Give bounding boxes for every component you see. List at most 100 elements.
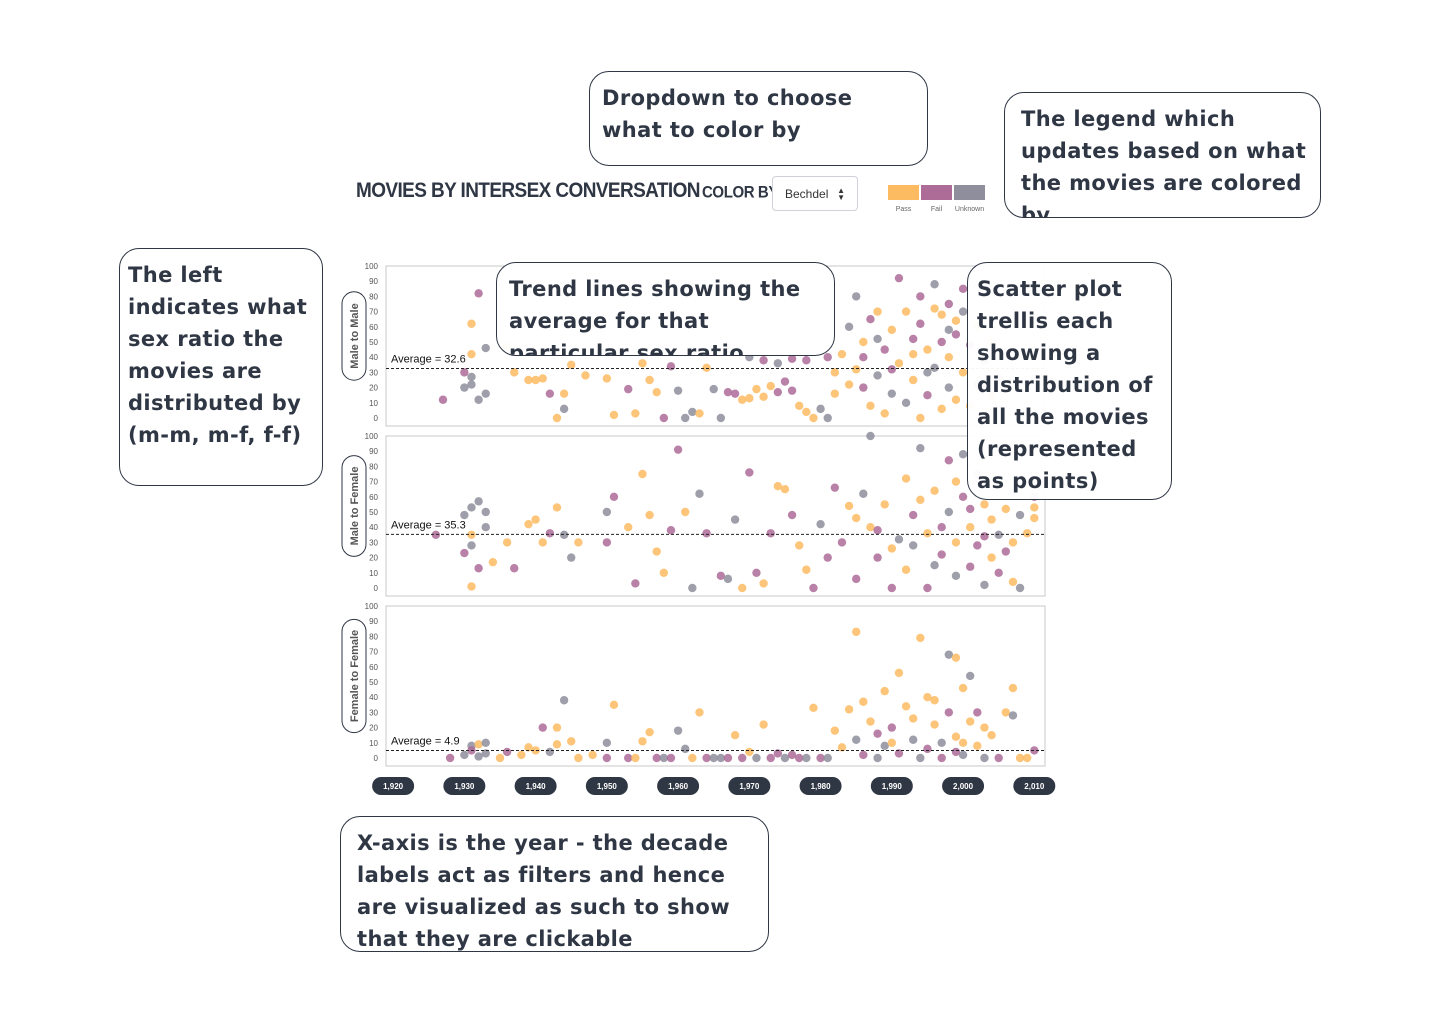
data-point-pass[interactable]: [930, 304, 939, 313]
decade-filter-button[interactable]: [728, 777, 771, 795]
decade-filter-label[interactable]: 1,930: [454, 782, 475, 791]
data-point-unknown[interactable]: [474, 497, 483, 506]
decade-filter-label[interactable]: 1,960: [668, 782, 689, 791]
data-point-pass[interactable]: [923, 529, 932, 538]
data-point-unknown[interactable]: [681, 413, 690, 423]
legend-item-fail[interactable]: Fail: [921, 185, 952, 213]
data-point-unknown[interactable]: [730, 515, 740, 524]
data-point-fail[interactable]: [1030, 746, 1039, 755]
data-point-unknown[interactable]: [780, 753, 790, 763]
data-point-pass[interactable]: [965, 717, 975, 726]
decade-filter-label[interactable]: 2,000: [953, 782, 974, 791]
data-point-fail[interactable]: [866, 315, 875, 324]
data-point-pass[interactable]: [609, 700, 619, 709]
decade-filter-button[interactable]: [372, 777, 415, 795]
data-point-pass[interactable]: [916, 495, 925, 505]
data-point-unknown[interactable]: [709, 753, 718, 763]
data-point-unknown[interactable]: [930, 363, 939, 373]
data-point-unknown[interactable]: [916, 443, 925, 453]
data-point-fail[interactable]: [937, 337, 946, 347]
data-point-fail[interactable]: [909, 510, 918, 520]
data-point-pass[interactable]: [488, 557, 498, 567]
data-point-pass[interactable]: [951, 477, 961, 486]
data-point-fail[interactable]: [659, 413, 669, 423]
data-point-unknown[interactable]: [944, 383, 954, 392]
data-point-pass[interactable]: [631, 753, 640, 763]
legend-item-unknown[interactable]: Unknown: [954, 185, 985, 213]
data-point-unknown[interactable]: [844, 322, 854, 331]
data-point-fail[interactable]: [809, 583, 818, 593]
data-point-unknown[interactable]: [481, 738, 490, 747]
data-point-fail[interactable]: [631, 579, 640, 588]
data-point-unknown[interactable]: [816, 404, 825, 414]
data-point-fail[interactable]: [666, 753, 676, 763]
data-point-pass[interactable]: [894, 668, 904, 678]
data-point-fail[interactable]: [752, 568, 761, 577]
data-point-fail[interactable]: [859, 383, 868, 392]
data-point-fail[interactable]: [460, 548, 469, 558]
data-point-pass[interactable]: [538, 538, 547, 547]
data-point-pass[interactable]: [859, 337, 868, 347]
data-point-fail[interactable]: [923, 583, 932, 593]
data-point-unknown[interactable]: [880, 741, 889, 751]
data-point-unknown[interactable]: [802, 753, 811, 763]
data-point-fail[interactable]: [702, 529, 711, 538]
data-point-pass[interactable]: [859, 697, 868, 706]
data-point-pass[interactable]: [973, 741, 982, 751]
data-point-pass[interactable]: [916, 413, 925, 423]
data-point-pass[interactable]: [1008, 538, 1018, 547]
data-point-pass[interactable]: [659, 568, 669, 577]
data-point-fail[interactable]: [474, 564, 483, 573]
data-point-fail[interactable]: [474, 289, 483, 298]
data-point-fail[interactable]: [716, 571, 726, 581]
data-point-pass[interactable]: [951, 653, 961, 662]
data-point-unknown[interactable]: [873, 334, 882, 344]
data-point-fail[interactable]: [738, 753, 747, 763]
data-point-unknown[interactable]: [481, 749, 490, 758]
data-point-pass[interactable]: [759, 720, 768, 729]
data-point-fail[interactable]: [795, 753, 804, 763]
data-point-unknown[interactable]: [467, 380, 476, 389]
data-point-unknown[interactable]: [545, 747, 555, 757]
data-point-pass[interactable]: [987, 553, 996, 562]
data-point-fail[interactable]: [937, 753, 946, 763]
data-point-fail[interactable]: [973, 541, 982, 550]
data-point-pass[interactable]: [552, 723, 562, 732]
data-point-pass[interactable]: [531, 746, 540, 755]
data-point-pass[interactable]: [951, 732, 961, 741]
data-point-fail[interactable]: [873, 729, 882, 738]
data-point-fail[interactable]: [965, 562, 975, 571]
data-point-fail[interactable]: [951, 330, 961, 339]
data-point-pass[interactable]: [602, 374, 612, 383]
data-point-fail[interactable]: [773, 387, 783, 397]
data-point-fail[interactable]: [445, 753, 455, 763]
data-point-fail[interactable]: [510, 564, 519, 573]
data-point-fail[interactable]: [859, 750, 868, 760]
data-point-unknown[interactable]: [951, 571, 961, 581]
data-point-pass[interactable]: [780, 485, 790, 494]
data-point-unknown[interactable]: [816, 519, 825, 529]
data-point-pass[interactable]: [866, 717, 875, 726]
data-point-fail[interactable]: [944, 708, 954, 717]
data-point-fail[interactable]: [958, 284, 968, 293]
data-point-fail[interactable]: [787, 750, 797, 760]
data-point-pass[interactable]: [944, 353, 954, 362]
data-point-unknown[interactable]: [937, 738, 946, 747]
data-point-pass[interactable]: [581, 371, 590, 380]
data-point-unknown[interactable]: [887, 389, 897, 398]
data-point-unknown[interactable]: [980, 580, 989, 590]
data-point-pass[interactable]: [901, 474, 911, 483]
data-point-pass[interactable]: [702, 363, 711, 373]
color-by-dropdown[interactable]: Bechdel ▲ ▼: [772, 176, 858, 211]
decade-filter-label[interactable]: 1,990: [882, 782, 903, 791]
data-point-fail[interactable]: [666, 526, 676, 535]
data-point-pass[interactable]: [795, 541, 804, 550]
data-point-pass[interactable]: [502, 538, 512, 547]
data-point-fail[interactable]: [624, 753, 633, 763]
data-point-unknown[interactable]: [901, 398, 911, 407]
data-point-fail[interactable]: [958, 492, 968, 501]
data-point-fail[interactable]: [723, 387, 733, 397]
data-point-pass[interactable]: [1030, 513, 1039, 523]
data-point-pass[interactable]: [852, 627, 861, 637]
data-point-unknown[interactable]: [659, 753, 669, 763]
